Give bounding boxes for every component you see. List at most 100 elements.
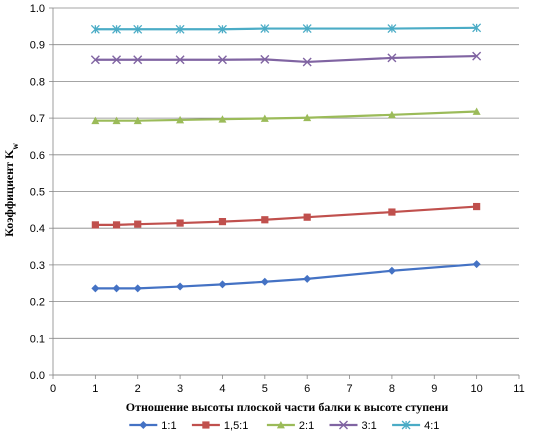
data-point [217, 55, 227, 65]
data-point [303, 213, 311, 221]
legend-label: 2:1 [299, 420, 314, 432]
data-point [112, 221, 121, 229]
data-point [260, 54, 270, 64]
data-point [218, 280, 227, 289]
y-tick-label: 0.1 [30, 333, 45, 345]
series-line [95, 26, 477, 31]
data-point [175, 24, 185, 34]
y-axis-title-main: Коэффициент K [2, 149, 16, 237]
data-point [387, 266, 396, 275]
data-point [472, 107, 481, 115]
data-point [176, 282, 185, 291]
data-point [134, 220, 142, 228]
x-tick-label: 4 [219, 383, 225, 395]
data-point [112, 284, 121, 293]
legend-item: 2:1 [266, 420, 314, 432]
data-point [90, 24, 100, 34]
data-point [260, 24, 270, 34]
y-tick-label: 0.3 [30, 260, 45, 272]
x-tick-label: 0 [50, 383, 56, 395]
data-point [473, 202, 481, 211]
legend-marker [202, 421, 210, 429]
legend-label: 1:1 [161, 420, 176, 432]
legend-label: 3:1 [362, 420, 377, 432]
data-point [260, 277, 269, 286]
legend-marker [339, 420, 348, 430]
y-tick-label: 0.4 [30, 223, 45, 235]
x-tick-label: 6 [304, 383, 310, 395]
y-tick-label: 0.9 [30, 40, 45, 52]
data-point [133, 284, 142, 293]
legend-item: 1:1 [129, 420, 177, 432]
y-axis-title: Коэффициент Kw [2, 143, 20, 237]
legend-item: 1,5:1 [191, 420, 248, 432]
y-tick-label: 0.7 [30, 113, 45, 125]
data-point [91, 284, 100, 293]
x-axis-title: Отношение высоты плоской части балки к в… [126, 400, 449, 414]
series-group [90, 23, 482, 293]
series-5 [90, 23, 482, 34]
x-tick-label: 3 [177, 383, 183, 395]
y-tick-label: 0.8 [30, 76, 45, 88]
series-2 [91, 202, 481, 229]
data-point [472, 23, 482, 33]
data-point [91, 221, 99, 229]
data-point [90, 55, 100, 65]
x-tick-label: 9 [431, 383, 437, 395]
legend-item: 3:1 [329, 420, 377, 432]
series-4 [90, 51, 482, 67]
data-point [387, 24, 397, 34]
series-line [95, 205, 477, 226]
data-point [303, 113, 312, 122]
data-point [176, 115, 185, 124]
legend-label: 4:1 [424, 420, 439, 432]
data-point [175, 55, 185, 65]
y-tick-label: 0.0 [30, 370, 45, 382]
data-point [472, 260, 481, 269]
legend-marker [276, 421, 285, 429]
data-point [133, 55, 143, 65]
x-tick-label: 8 [389, 383, 395, 395]
data-point [112, 55, 122, 65]
axes: 0.0 0.1 0.2 0.3 0.4 0.5 0.6 0.7 0.8 0.9 1.0 0 1 2 3 4 5 6… [30, 3, 525, 395]
y-tick-label: 0.2 [30, 297, 45, 309]
data-point [112, 116, 121, 125]
y-axis-title-subscript: w [10, 143, 20, 150]
data-point [91, 116, 100, 125]
y-tick-label: 0.5 [30, 187, 45, 199]
series-line [95, 54, 477, 64]
data-point [176, 219, 184, 227]
legend-marker [139, 421, 148, 429]
series-line [95, 110, 477, 122]
data-point [302, 24, 312, 34]
legend: 1:1 1,5:1 2:1 3:1 4:1 [129, 420, 439, 432]
data-point [218, 217, 227, 226]
data-point [260, 114, 269, 122]
series-line [95, 263, 477, 290]
y-tick-label: 0.6 [30, 150, 45, 162]
data-point [217, 24, 227, 34]
data-point [261, 216, 269, 224]
x-tick-label: 10 [471, 383, 483, 395]
data-point [388, 208, 396, 216]
data-point [303, 274, 312, 283]
series-1 [91, 260, 481, 293]
y-tick-label: 1.0 [30, 3, 45, 15]
gridlines [53, 7, 519, 376]
x-tick-label: 7 [346, 383, 352, 395]
series-3 [91, 107, 481, 125]
data-point [133, 116, 142, 125]
data-point [387, 53, 397, 63]
data-point [133, 24, 143, 34]
x-tick-label: 11 [513, 383, 524, 395]
legend-item: 4:1 [392, 420, 439, 432]
x-tick-label: 2 [135, 383, 141, 395]
x-tick-label: 5 [262, 383, 268, 395]
data-point [472, 51, 482, 61]
data-point [387, 110, 396, 119]
x-tick-label: 1 [92, 383, 98, 395]
data-point [112, 24, 122, 34]
data-point [302, 57, 312, 67]
